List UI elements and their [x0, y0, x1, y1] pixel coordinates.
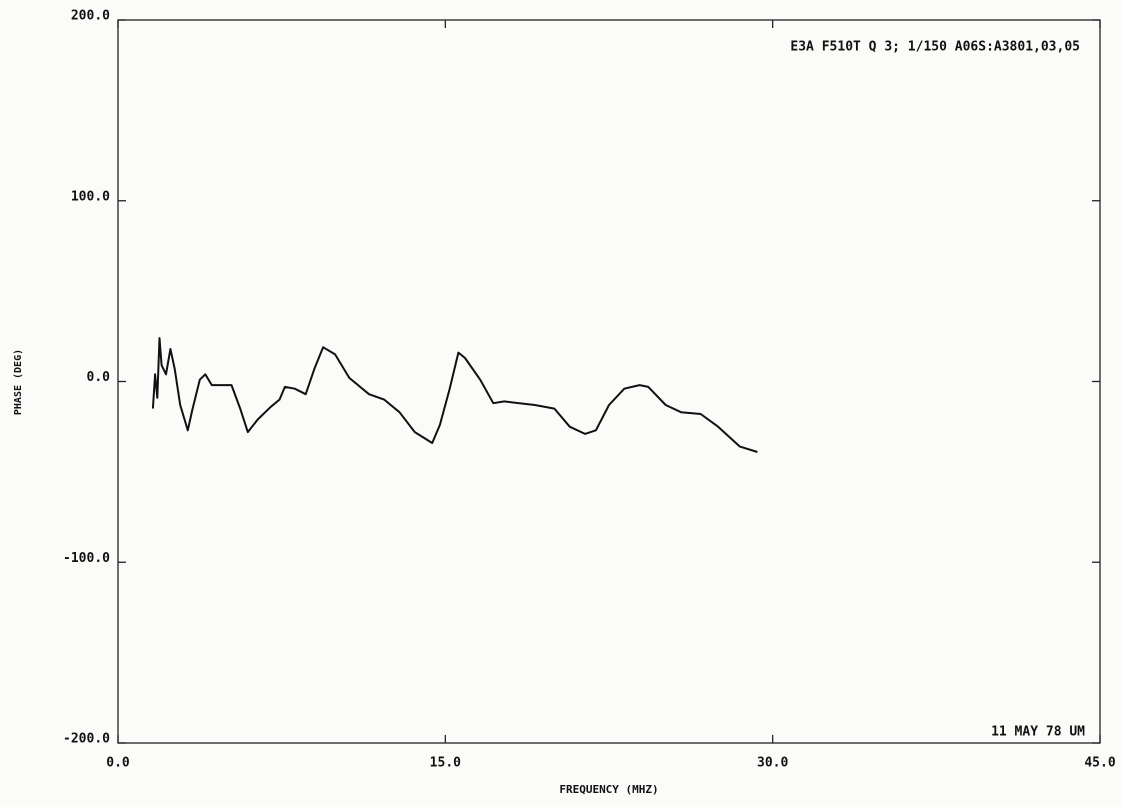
- y-tick-label: -200.0: [63, 732, 110, 747]
- y-tick-label: 200.0: [71, 9, 110, 24]
- x-tick-label: 15.0: [430, 756, 461, 771]
- y-tick-label: -100.0: [63, 551, 110, 566]
- x-axis-label: FREQUENCY (MHZ): [559, 783, 658, 796]
- y-tick-label: 100.0: [71, 189, 110, 204]
- plot-frame: [117, 19, 1101, 744]
- data-line: [151, 337, 758, 453]
- chart-title: E3A F510T Q 3; 1/150 A06S:A3801,03,05: [790, 40, 1080, 55]
- y-axis-label: PHASE (DEG): [13, 349, 24, 415]
- x-tick-label: 30.0: [757, 756, 788, 771]
- annotation: 11 MAY 78 UM: [991, 725, 1085, 740]
- y-tick-label: 0.0: [87, 370, 111, 385]
- x-tick-label: 0.0: [106, 756, 130, 771]
- x-tick-label: 45.0: [1084, 756, 1115, 771]
